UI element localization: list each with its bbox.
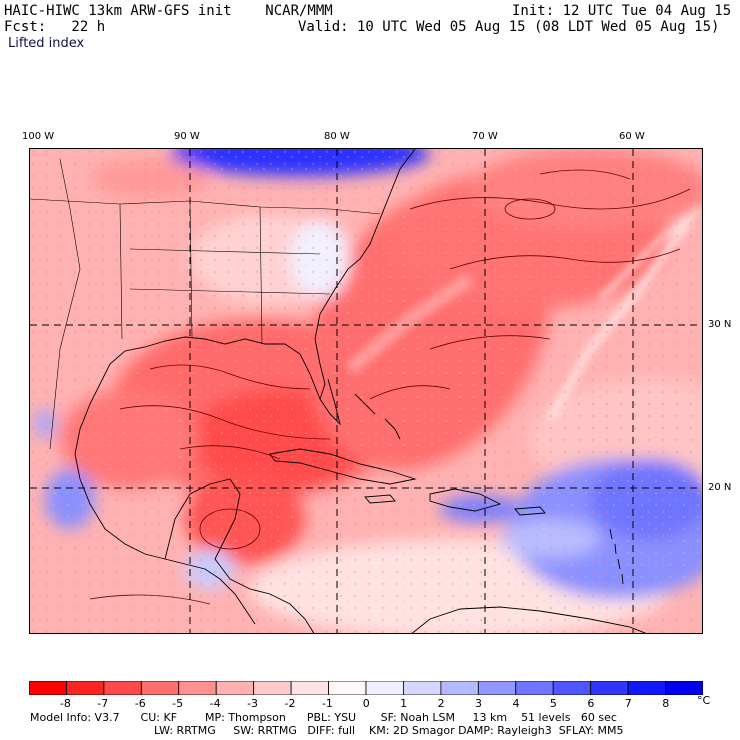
colorbar-swatch: [552, 681, 592, 695]
colorbar-tick-label: 3: [475, 697, 483, 710]
colorbar-swatch: [178, 681, 217, 695]
colorbar-tick-label: 5: [549, 697, 557, 710]
footer-line-2: LW: RRTMG SW: RRTMG DIFF: full KM: 2D Sm…: [154, 724, 624, 737]
colorbar-tick-label: -6: [134, 697, 146, 710]
colorbar-tick-label: 2: [437, 697, 445, 710]
colorbar-unit: °C: [697, 694, 711, 707]
graticule: [30, 149, 702, 633]
colorbar-swatch: [29, 681, 67, 695]
colorbar-tick-label: 1: [400, 697, 408, 710]
colorbar-swatch: [365, 681, 404, 695]
colorbar-swatch: [140, 681, 180, 695]
lon-label: 60 W: [619, 131, 645, 142]
colorbar-swatch: [515, 681, 554, 695]
colorbar-tick-label: -2: [284, 697, 296, 710]
colorbar-swatch: [215, 681, 255, 695]
colorbar-swatch: [403, 681, 442, 695]
colorbar-tick-label: -3: [247, 697, 259, 710]
colorbar-swatch: [328, 681, 367, 695]
footer-line-1: Model Info: V3.7 CU: KF MP: Thompson PBL…: [30, 711, 617, 724]
colorbar-tick-label: -8: [59, 697, 71, 710]
colorbar-tick-label: -4: [209, 697, 221, 710]
field-texture: [30, 149, 702, 633]
model-title: HAIC-HIWC 13km ARW-GFS init NCAR/MMM: [4, 3, 333, 19]
lon-label: 70 W: [472, 131, 498, 142]
colorbar-swatch: [665, 681, 703, 695]
coastlines: [30, 149, 647, 633]
lat-label: 30 N: [708, 319, 732, 330]
colorbar-tick-label: 8: [662, 697, 670, 710]
colorbar-swatch: [66, 681, 105, 695]
colorbar-swatch: [477, 681, 517, 695]
colorbar-tick-label: -1: [321, 697, 333, 710]
forecast-hour: Fcst: 22 h: [4, 19, 106, 35]
field-name: Lifted index: [8, 36, 85, 51]
contours: [89, 169, 691, 605]
colorbar-tick-label: 0: [362, 697, 370, 710]
colorbar-tick-label: -5: [172, 697, 184, 710]
lat-label: 20 N: [708, 482, 732, 493]
lifted-index-map: [29, 148, 703, 634]
colorbar-tick-label: 7: [624, 697, 632, 710]
colorbar-tick-label: 4: [512, 697, 520, 710]
colorbar-tick-label: 6: [587, 697, 595, 710]
colorbar-swatch: [440, 681, 479, 695]
colorbar-swatch: [290, 681, 329, 695]
colorbar: [29, 681, 703, 695]
colorbar-swatch: [627, 681, 666, 695]
colorbar-swatch: [590, 681, 629, 695]
colorbar-swatch: [253, 681, 292, 695]
colorbar-swatch: [103, 681, 142, 695]
map-canvas: [30, 149, 702, 633]
init-time: Init: 12 UTC Tue 04 Aug 15: [512, 3, 732, 19]
lon-label: 90 W: [174, 131, 200, 142]
valid-time: Valid: 10 UTC Wed 05 Aug 15 (08 LDT Wed …: [298, 19, 720, 35]
lon-label: 80 W: [324, 131, 350, 142]
colorbar-tick-label: -7: [97, 697, 109, 710]
lon-label: 100 W: [22, 131, 55, 142]
